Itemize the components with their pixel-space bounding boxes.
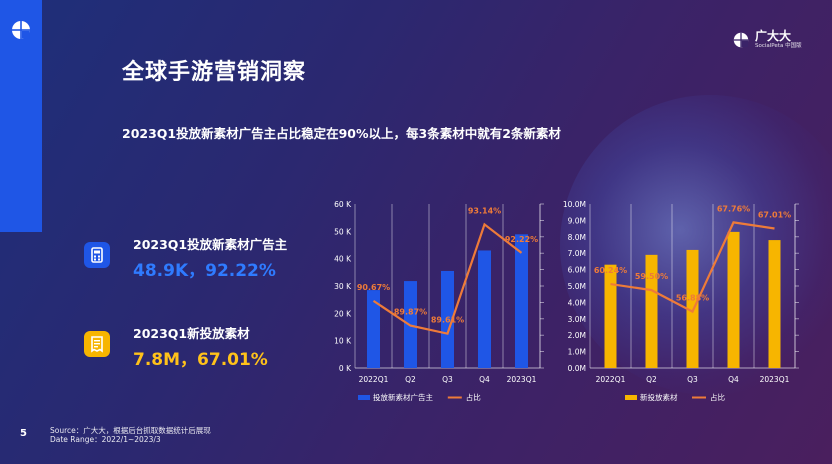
y-tick-label: 8.0M [568,233,586,242]
legend-swatch-bar [358,395,370,400]
y-tick-label: 10 K [334,337,352,346]
side-accent-bar [0,0,42,232]
data-label: 92.22% [505,235,538,244]
y-tick-label: 2.0M [568,331,586,340]
data-label: 67.76% [717,204,750,213]
kpi-value-advertisers: 48.9K，92.22% [133,261,276,281]
y-tick-label: 9.0M [568,216,586,225]
brand-subtitle: SocialPeta 中国版 [755,43,802,49]
y-tick-label: 4.0M [568,298,586,307]
date-range-line: Date Range：2022/1~2023/3 [50,435,161,444]
bar [727,231,740,368]
x-tick-label: Q4 [728,375,739,384]
data-label: 60.24% [594,266,627,275]
data-label: 90.67% [357,283,390,292]
y-tick-label: 6.0M [568,266,586,275]
y-tick-label: 0.0M [568,364,586,373]
y-tick-label: 3.0M [568,315,586,324]
x-tick-label: Q2 [646,375,657,384]
receipt-icon [84,331,110,357]
bar [441,270,454,368]
y-tick-label: 10.0M [563,200,586,209]
y-tick-label: 40 K [334,255,352,264]
data-label: 56.88% [676,294,709,303]
x-tick-label: Q3 [687,375,698,384]
legend-swatch-bar [625,395,637,400]
legend-label-bar: 投放新素材广告主 [373,392,433,402]
legend-label-bar: 新投放素材 [640,392,678,402]
bar [604,264,617,368]
y-tick-label: 60 K [334,200,352,209]
brand-logo-icon [12,21,30,39]
bar [768,240,781,368]
y-tick-label: 20 K [334,309,352,318]
page-subtitle: 2023Q1投放新素材广告主占比稳定在90%以上，每3条素材中就有2条新素材 [122,126,561,141]
page-number: 5 [20,428,27,439]
x-tick-label: Q3 [442,375,453,384]
data-label: 93.14% [468,206,501,215]
data-label: 89.61% [431,316,464,325]
kpi-label-creatives: 2023Q1新投放素材 [133,326,250,341]
data-label: 67.01% [758,211,791,220]
share-line [610,221,775,314]
data-label: 59.50% [635,272,668,281]
bar [367,290,380,368]
x-tick-label: 2022Q1 [359,375,389,384]
y-tick-label: 7.0M [568,249,586,258]
y-tick-label: 50 K [334,227,352,236]
advertisers-chart: 0 K 10 K 20 K 30 K 40 K 50 K 60 K 2022Q1 Q2 Q3 Q4 2… [334,200,544,402]
y-tick-label: 30 K [334,282,352,291]
y-tick-label: 5.0M [568,282,586,291]
y-tick-label: 1.0M [568,348,586,357]
bar [645,254,658,368]
x-tick-label: 2023Q1 [507,375,537,384]
brand-mark-icon [733,32,749,48]
y-tick-label: 0 K [339,364,352,373]
x-tick-label: Q2 [405,375,416,384]
x-tick-label: 2023Q1 [760,375,790,384]
source-line: Source：广大大，根据后台抓取数据统计后展现 [50,426,211,435]
document-icon [84,242,110,268]
creatives-chart: 0.0M 1.0M 2.0M 3.0M 4.0M 5.0M 6.0M 7.0M 8.0M 9.0M… [563,200,799,402]
x-tick-label: 2022Q1 [596,375,626,384]
source-note: Source：广大大，根据后台抓取数据统计后展现 Date Range：2022… [50,426,211,444]
bar [515,234,528,368]
kpi-value-creatives: 7.8M，67.01% [133,350,268,370]
bar [478,250,491,368]
brand-header: 广大大 SocialPeta 中国版 [733,30,802,50]
legend-label-line: 占比 [710,392,725,402]
data-label: 89.87% [394,308,427,317]
kpi-label-advertisers: 2023Q1投放新素材广告主 [133,237,288,252]
page-title: 全球手游营销洞察 [122,60,307,85]
brand-name: 广大大 [755,29,792,43]
share-line [372,222,523,335]
x-tick-label: Q4 [479,375,490,384]
legend-label-line: 占比 [466,392,481,402]
